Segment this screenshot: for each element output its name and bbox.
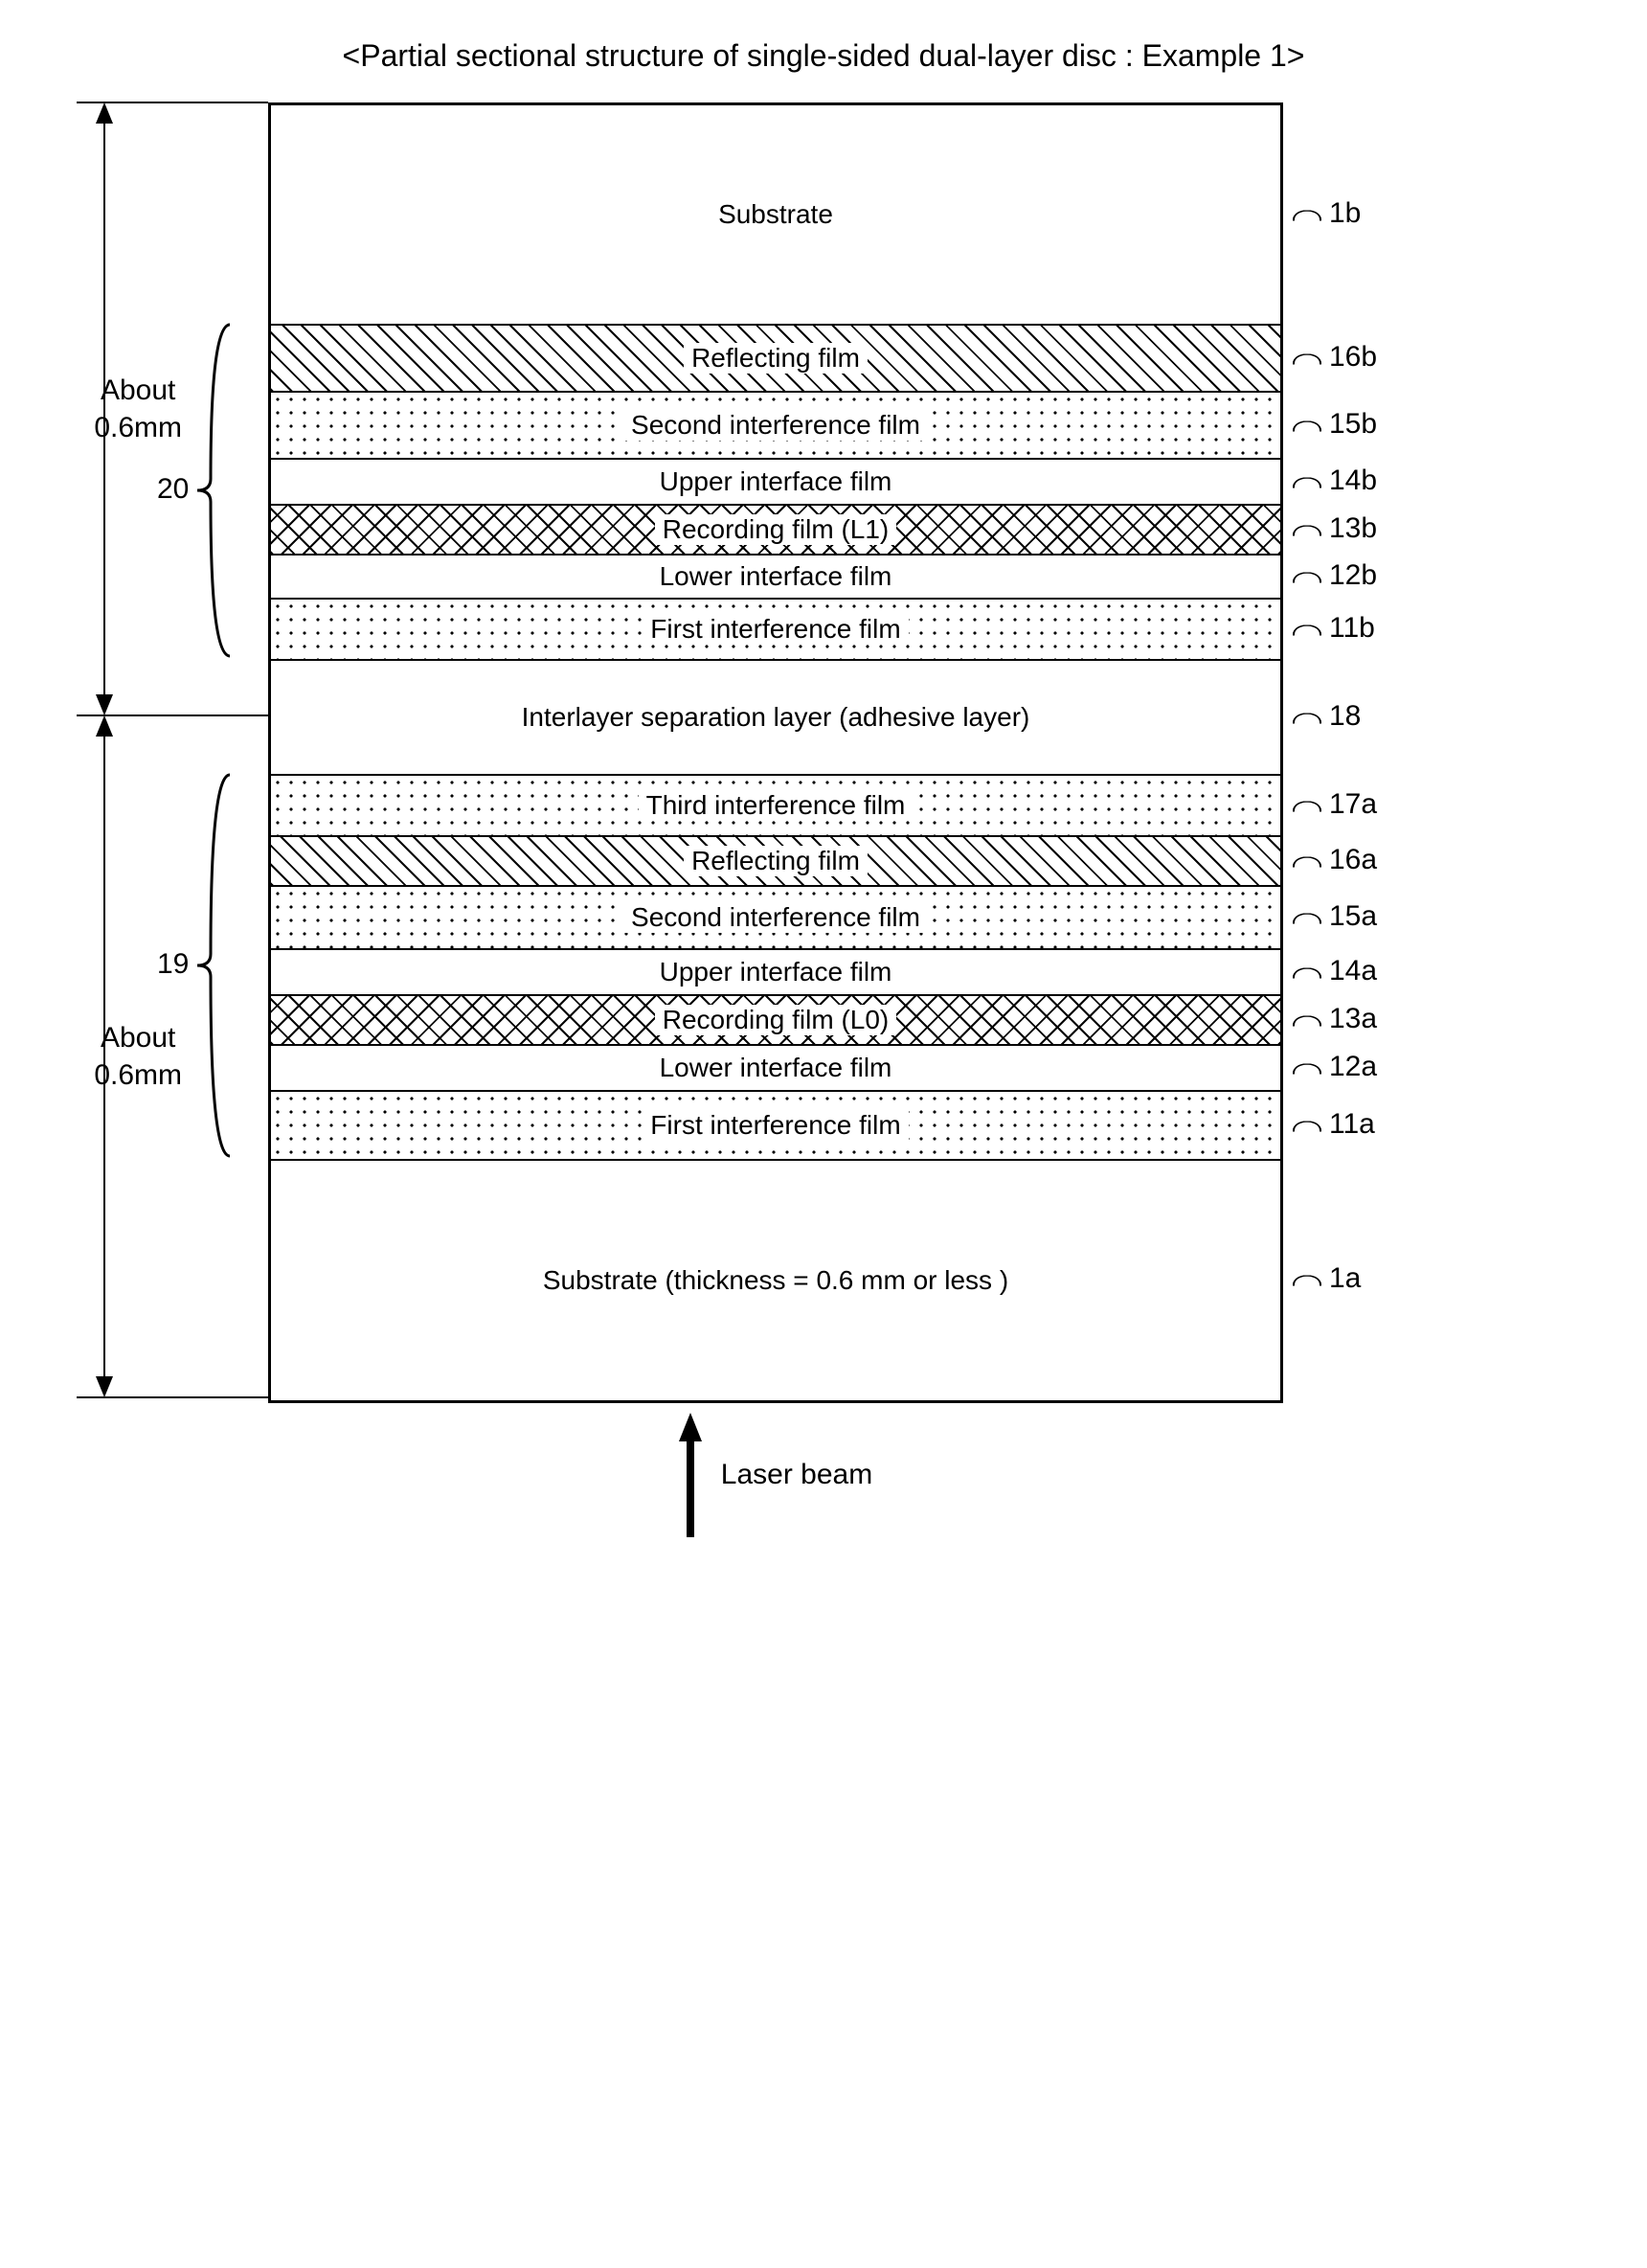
layer-13a: Recording film (L0) bbox=[271, 996, 1280, 1046]
laser-beam-indicator: Laser beam bbox=[268, 1413, 1283, 1537]
ref-label-12a: 12a bbox=[1293, 1051, 1377, 1083]
layer-14a: Upper interface film bbox=[271, 950, 1280, 996]
left-annotations: About0.6mmAbout0.6mm2019 bbox=[38, 102, 268, 1397]
ref-label-15a: 15a bbox=[1293, 900, 1377, 933]
ref-label-16b: 16b bbox=[1293, 341, 1377, 374]
layer-label: Reflecting film bbox=[684, 343, 868, 374]
dimension-label: About0.6mm bbox=[94, 1019, 182, 1094]
ref-label-13a: 13a bbox=[1293, 1003, 1377, 1035]
ref-label-15b: 15b bbox=[1293, 408, 1377, 441]
ref-label-17a: 17a bbox=[1293, 788, 1377, 821]
layer-stack: Substrate Reflecting film Second interfere… bbox=[268, 102, 1283, 1403]
layer-16a: Reflecting film bbox=[271, 837, 1280, 887]
ref-label-14b: 14b bbox=[1293, 465, 1377, 497]
layer-label: Interlayer separation layer (adhesive la… bbox=[514, 702, 1038, 733]
layer-label: Lower interface film bbox=[652, 1053, 900, 1083]
group-brace-20: 20 bbox=[192, 323, 239, 658]
right-annotations: 1b 16b 15b 14b 13b 12b 11b 18 17a 16a 15a 14a 13a 12a… bbox=[1283, 102, 1417, 1397]
layer-label: Upper interface film bbox=[652, 957, 900, 987]
layer-13b: Recording film (L1) bbox=[271, 506, 1280, 556]
layer-label: Reflecting film bbox=[684, 846, 868, 876]
laser-arrow-icon bbox=[679, 1413, 702, 1537]
layer-15a: Second interference film bbox=[271, 887, 1280, 950]
layer-label: Lower interface film bbox=[652, 561, 900, 592]
layer-12b: Lower interface film bbox=[271, 556, 1280, 600]
layer-label: Substrate bbox=[711, 199, 841, 230]
group-number: 20 bbox=[157, 473, 189, 506]
layer-label: Second interference film bbox=[623, 410, 928, 441]
layer-15b: Second interference film bbox=[271, 393, 1280, 460]
layer-12a: Lower interface film bbox=[271, 1046, 1280, 1092]
ref-label-18: 18 bbox=[1293, 700, 1361, 733]
ref-label-14a: 14a bbox=[1293, 955, 1377, 987]
ref-label-13b: 13b bbox=[1293, 512, 1377, 545]
dimension-label: About0.6mm bbox=[94, 372, 182, 446]
layer-14b: Upper interface film bbox=[271, 460, 1280, 506]
layer-18: Interlayer separation layer (adhesive la… bbox=[271, 661, 1280, 776]
ref-label-1b: 1b bbox=[1293, 197, 1361, 230]
layer-label: First interference film bbox=[643, 614, 908, 645]
layer-16b: Reflecting film bbox=[271, 326, 1280, 393]
layer-11a: First interference film bbox=[271, 1092, 1280, 1161]
layer-label: Second interference film bbox=[623, 902, 928, 933]
ref-label-11a: 11a bbox=[1293, 1108, 1375, 1141]
ref-label-1a: 1a bbox=[1293, 1262, 1361, 1295]
ref-label-11b: 11b bbox=[1293, 612, 1375, 645]
ref-label-12b: 12b bbox=[1293, 559, 1377, 592]
ref-label-16a: 16a bbox=[1293, 844, 1377, 876]
layer-label: Upper interface film bbox=[652, 466, 900, 497]
layer-label: First interference film bbox=[643, 1110, 908, 1141]
layer-17a: Third interference film bbox=[271, 776, 1280, 837]
diagram-title: <Partial sectional structure of single-s… bbox=[38, 38, 1609, 74]
layer-label: Recording film (L0) bbox=[655, 1005, 897, 1035]
group-brace-19: 19 bbox=[192, 773, 239, 1158]
layer-label: Substrate (thickness = 0.6 mm or less ) bbox=[535, 1265, 1016, 1296]
main-container: About0.6mmAbout0.6mm2019 SubstrateReflec… bbox=[38, 102, 1609, 1403]
layer-label: Third interference film bbox=[639, 790, 914, 821]
layer-11b: First interference film bbox=[271, 600, 1280, 661]
layer-1a: Substrate (thickness = 0.6 mm or less ) bbox=[271, 1161, 1280, 1400]
layer-label: Recording film (L1) bbox=[655, 514, 897, 545]
layer-1b: Substrate bbox=[271, 105, 1280, 326]
group-number: 19 bbox=[157, 948, 189, 981]
laser-label: Laser beam bbox=[721, 1459, 872, 1491]
